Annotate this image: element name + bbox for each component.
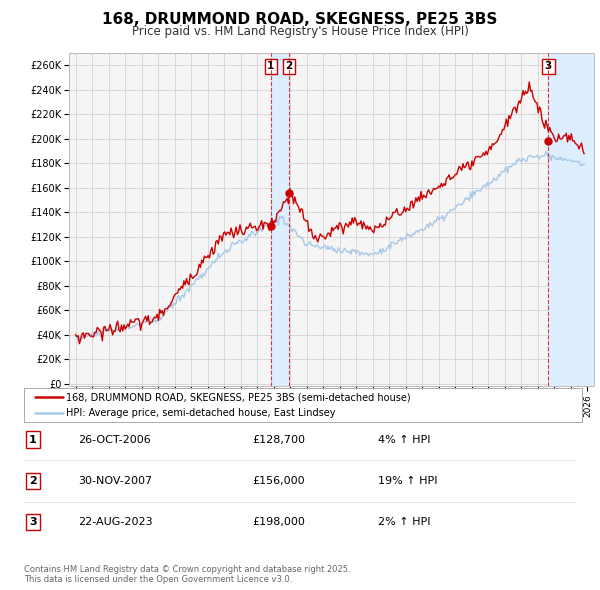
Text: 26-OCT-2006: 26-OCT-2006	[78, 435, 151, 444]
Text: £156,000: £156,000	[252, 476, 305, 486]
Text: 1: 1	[29, 435, 37, 444]
Text: Contains HM Land Registry data © Crown copyright and database right 2025.
This d: Contains HM Land Registry data © Crown c…	[24, 565, 350, 584]
Text: 2% ↑ HPI: 2% ↑ HPI	[378, 517, 431, 527]
Text: £198,000: £198,000	[252, 517, 305, 527]
Text: 1: 1	[267, 61, 274, 71]
Text: 19% ↑ HPI: 19% ↑ HPI	[378, 476, 437, 486]
Text: 3: 3	[29, 517, 37, 527]
Text: HPI: Average price, semi-detached house, East Lindsey: HPI: Average price, semi-detached house,…	[66, 408, 335, 418]
Text: 168, DRUMMOND ROAD, SKEGNESS, PE25 3BS: 168, DRUMMOND ROAD, SKEGNESS, PE25 3BS	[103, 12, 497, 27]
Text: £128,700: £128,700	[252, 435, 305, 444]
Bar	[548, 53, 594, 386]
Text: 168, DRUMMOND ROAD, SKEGNESS, PE25 3BS (semi-detached house): 168, DRUMMOND ROAD, SKEGNESS, PE25 3BS (…	[66, 392, 410, 402]
Bar	[271, 53, 289, 386]
Text: 2: 2	[29, 476, 37, 486]
Text: Price paid vs. HM Land Registry's House Price Index (HPI): Price paid vs. HM Land Registry's House …	[131, 25, 469, 38]
Text: 30-NOV-2007: 30-NOV-2007	[78, 476, 152, 486]
Text: 3: 3	[545, 61, 552, 71]
Text: 2: 2	[285, 61, 293, 71]
Text: 22-AUG-2023: 22-AUG-2023	[78, 517, 152, 527]
Text: 4% ↑ HPI: 4% ↑ HPI	[378, 435, 431, 444]
